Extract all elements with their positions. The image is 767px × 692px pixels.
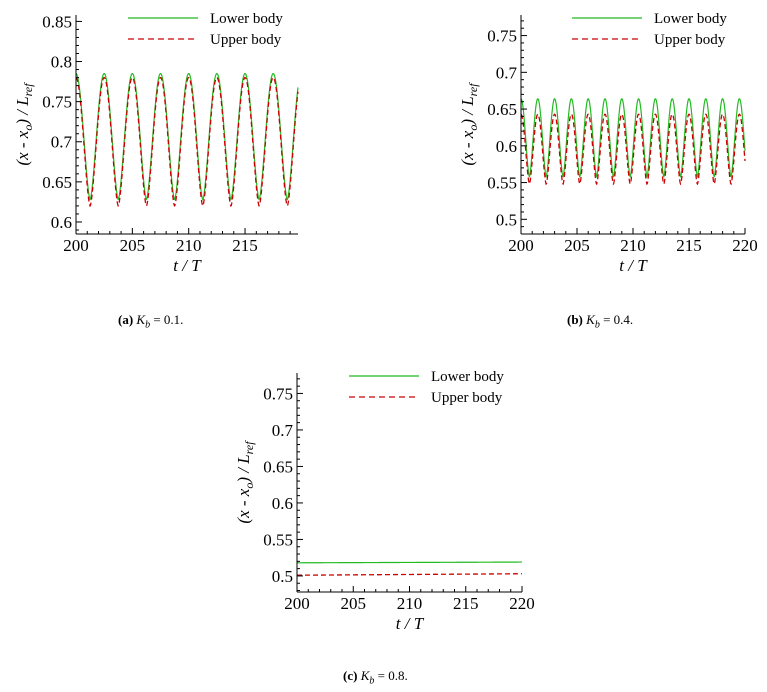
y-tick-label: 0.6 [51, 213, 72, 232]
x-tick-label: 210 [620, 236, 646, 255]
x-axis-label: t / T [396, 614, 425, 633]
caption-b-symbol: K [586, 312, 595, 327]
caption-a-symbol: K [136, 312, 146, 327]
y-tick-label: 0.7 [272, 421, 294, 440]
y-tick-label: 0.75 [42, 93, 72, 112]
x-tick-label: 210 [397, 594, 423, 613]
caption-c: (c) Kb = 0.8. [343, 668, 408, 687]
caption-a-sub: b [145, 319, 151, 331]
y-tick-label: 0.5 [272, 567, 293, 586]
series-line-upper-body [297, 573, 522, 576]
y-tick-label: 0.55 [487, 174, 517, 193]
y-tick-label: 0.55 [263, 530, 293, 549]
caption-a-value: = 0.1. [153, 312, 184, 327]
y-axis-label: (x - xo) / Lref [458, 82, 480, 166]
y-tick-label: 0.65 [487, 100, 517, 119]
caption-c-sub: b [369, 675, 375, 687]
caption-c-symbol: K [360, 668, 370, 683]
caption-b-value: = 0.4. [603, 312, 634, 327]
y-tick-label: 0.75 [487, 27, 517, 46]
legend-label-upper-body: Upper body [654, 32, 726, 48]
y-tick-label: 0.7 [51, 133, 73, 152]
series-line-upper-body [75, 76, 299, 208]
caption-a-label: (a) [118, 312, 134, 327]
x-tick-label: 215 [453, 594, 479, 613]
x-axis-label: t / T [619, 256, 648, 275]
legend-label-upper-body: Upper body [210, 32, 282, 48]
series-line-lower-body [75, 72, 299, 201]
x-tick-label: 200 [63, 236, 89, 255]
chart-a: 200 205 210 215 0.6 0.65 0.7 0.75 0.8 0.85 t / T (x… [13, 11, 299, 275]
caption-c-value: = 0.8. [377, 668, 408, 683]
y-tick-label: 0.7 [496, 63, 518, 82]
chart-b: 200 205 210 215 220 0.5 0.55 0.6 0.65 0.7 0.75 t / … [458, 11, 758, 275]
x-tick-label: 205 [120, 236, 146, 255]
caption-b: (b) Kb = 0.4. [567, 312, 633, 331]
x-tick-label: 200 [284, 594, 310, 613]
series-line-upper-body [520, 113, 746, 186]
y-tick-label: 0.85 [42, 12, 72, 31]
y-tick-label: 0.65 [42, 173, 72, 192]
y-axis-label: (x - xo) / Lref [13, 82, 35, 166]
x-tick-label: 220 [732, 236, 758, 255]
legend-label-lower-body: Lower body [431, 369, 504, 385]
y-tick-label: 0.6 [496, 137, 517, 156]
caption-a: (a) Kb = 0.1. [118, 312, 183, 331]
y-tick-label: 0.65 [263, 457, 293, 476]
legend-label-lower-body: Lower body [654, 11, 727, 27]
chart-c: 200 205 210 215 220 0.5 0.55 0.6 0.65 0.7 0.75 t / … [234, 369, 535, 633]
x-tick-label: 215 [232, 236, 258, 255]
caption-c-label: (c) [343, 668, 358, 683]
caption-b-label: (b) [567, 312, 583, 327]
x-tick-label: 215 [676, 236, 702, 255]
x-axis-label: t / T [173, 256, 202, 275]
series-line-lower-body [297, 561, 522, 564]
x-tick-label: 210 [176, 236, 202, 255]
x-tick-label: 200 [508, 236, 534, 255]
x-tick-label: 220 [509, 594, 535, 613]
series-line-lower-body [520, 98, 746, 178]
y-tick-label: 0.8 [51, 53, 72, 72]
y-tick-label: 0.75 [263, 384, 293, 403]
x-tick-label: 205 [341, 594, 367, 613]
y-axis-label: (x - xo) / Lref [234, 440, 256, 524]
legend-label-lower-body: Lower body [210, 11, 283, 27]
y-tick-label: 0.5 [496, 210, 517, 229]
caption-b-sub: b [594, 319, 600, 331]
y-tick-label: 0.6 [272, 494, 293, 513]
x-tick-label: 205 [564, 236, 590, 255]
legend-label-upper-body: Upper body [431, 390, 503, 406]
